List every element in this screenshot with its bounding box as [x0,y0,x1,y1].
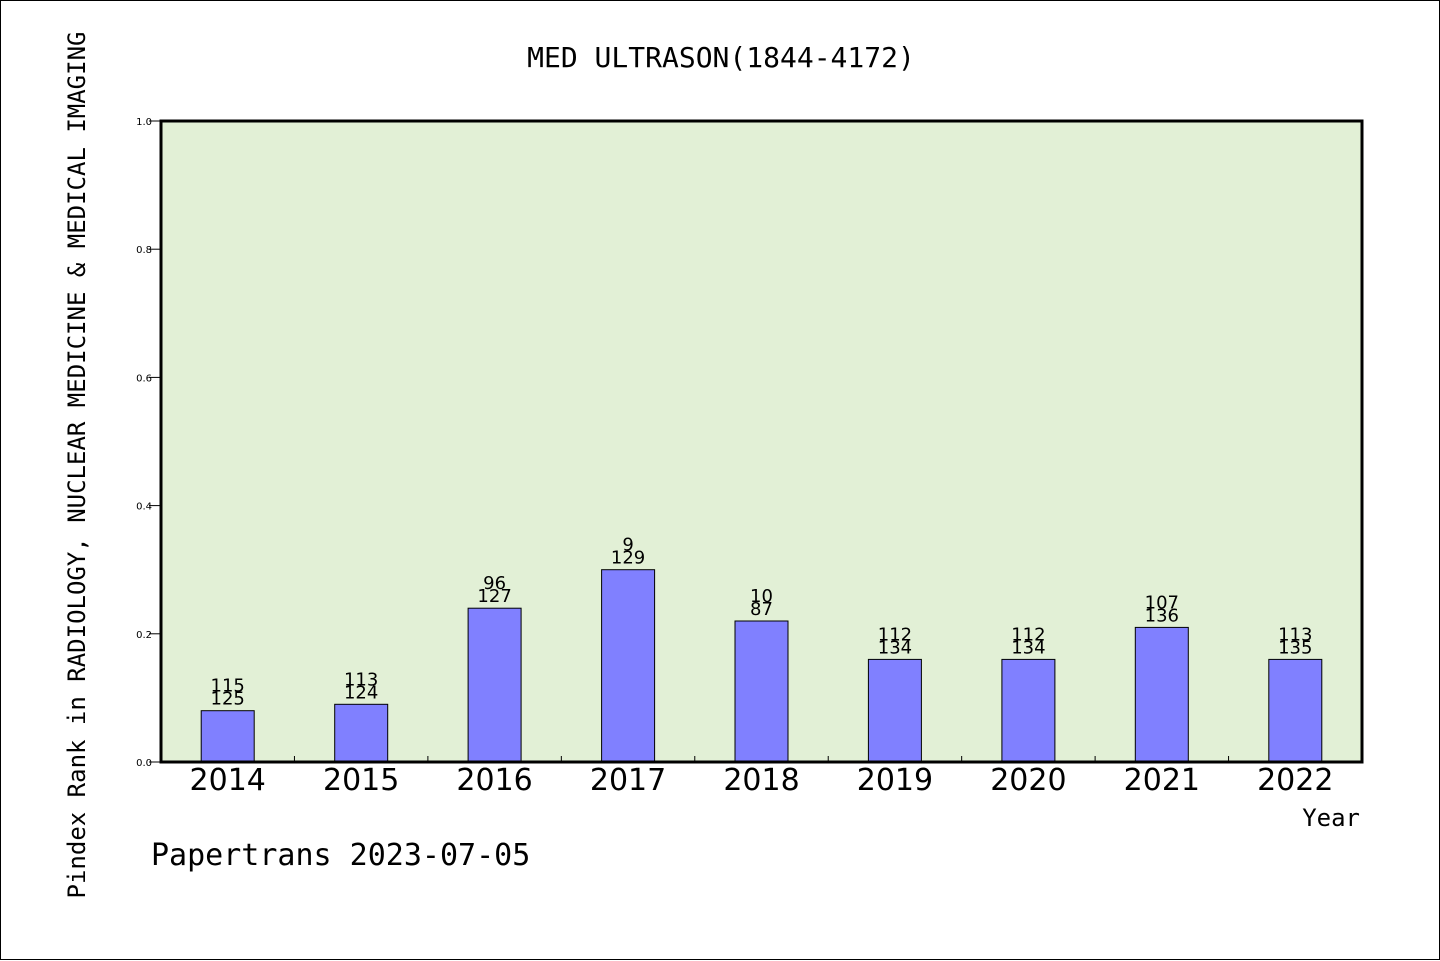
y-tick-label-0.4: 0.4 [136,502,152,513]
bar-2020 [1001,658,1056,763]
bar-label-top-2015: 113 [344,669,378,690]
bar-2018 [734,620,789,763]
x-tick-label-2014: 2014 [190,763,266,798]
bar-2021 [1134,626,1189,763]
bar-label-bottom-2015: 124 [344,682,378,703]
bar-label-top-2018: 10 [750,586,773,607]
bar-label-top-2016: 96 [483,573,506,594]
x-tick-label-2018: 2018 [723,763,799,798]
x-tick-label-2015: 2015 [323,763,399,798]
y-tick-label-1.0: 1.0 [136,117,152,128]
bar-2016 [467,607,522,763]
bar-label-bottom-2019: 134 [878,637,912,658]
bar-label-top-2019: 112 [878,624,912,645]
x-tick-label-2022: 2022 [1257,763,1333,798]
bar-label-top-2022: 113 [1278,624,1312,645]
footer-credit: Papertrans 2023-07-05 [151,838,530,873]
bar-label-bottom-2016: 127 [477,586,511,607]
bar-label-bottom-2017: 129 [611,548,645,569]
x-tick-label-2017: 2017 [590,763,666,798]
y-tick-label-0.6: 0.6 [136,373,152,384]
bar-2014 [200,710,255,763]
bar-2015 [334,703,389,763]
bar-label-bottom-2014: 125 [211,689,245,710]
bar-label-bottom-2021: 136 [1145,605,1179,626]
x-tick-label-2016: 2016 [456,763,532,798]
bar-label-top-2017: 9 [622,535,633,556]
bar-label-top-2014: 115 [211,676,245,697]
bar-label-bottom-2020: 134 [1011,637,1045,658]
chart-title: MED ULTRASON(1844-4172) [527,41,915,74]
x-tick-label-2021: 2021 [1124,763,1200,798]
x-tick-label-2019: 2019 [857,763,933,798]
bar-label-bottom-2018: 87 [750,599,773,620]
x-tick-label-2020: 2020 [990,763,1066,798]
y-tick-label-0.8: 0.8 [136,245,152,256]
bar-2022 [1268,658,1323,763]
plot-frame [159,119,1364,764]
y-tick-label-0.2: 0.2 [136,630,152,641]
bar-2017 [601,569,656,763]
y-axis-label: Pindex Rank in RADIOLOGY, NUCLEAR MEDICI… [63,32,91,899]
bar-2019 [867,658,922,763]
y-tick-label-0.0: 0.0 [136,758,152,769]
x-axis-label: Year [1302,804,1360,832]
bar-label-bottom-2022: 135 [1278,637,1312,658]
bar-label-top-2021: 107 [1145,592,1179,613]
bar-label-top-2020: 112 [1011,624,1045,645]
